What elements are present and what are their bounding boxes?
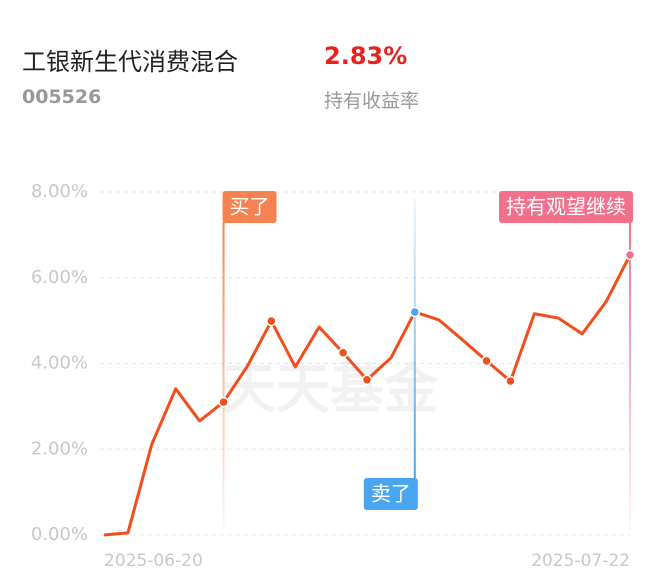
y-tick-label: 0.00% (31, 524, 88, 545)
trade-dot (266, 315, 277, 327)
annotation: 卖了 (363, 478, 418, 510)
annotation: 买了 (222, 191, 277, 223)
annotation-dot (624, 249, 636, 261)
annotation-text: 持有观望继续 (506, 195, 626, 219)
fund-code: 005526 (22, 86, 102, 108)
return-label: 持有收益率 (324, 90, 420, 112)
watermark: 天天基金 (222, 358, 439, 421)
y-tick-label: 8.00% (31, 181, 88, 202)
annotation-box (222, 191, 277, 223)
annotation-text: 卖了 (371, 482, 411, 506)
x-tick-label: 2025-07-22 (531, 551, 630, 571)
trade-dot (337, 347, 349, 359)
annotation-dot (218, 396, 229, 408)
annotation: 持有观望继续 (499, 191, 633, 223)
trade-dot (481, 355, 492, 367)
fund-name: 工银新生代消费混合 (22, 48, 238, 76)
y-tick-label: 6.00% (31, 267, 88, 288)
annotation-line (413, 198, 416, 478)
annotation-text: 买了 (230, 195, 270, 219)
annotation-dot (409, 306, 421, 318)
annotation-line (629, 222, 631, 530)
trade-dot (505, 375, 516, 387)
y-tick-label: 2.00% (31, 438, 88, 459)
y-tick-label: 4.00% (31, 353, 88, 374)
trade-dot (361, 374, 373, 386)
annotation-box (363, 478, 418, 510)
return-value: 2.83% (324, 42, 408, 70)
annotation-box (499, 191, 633, 223)
x-tick-label: 2025-06-20 (104, 551, 203, 571)
annotation-line (222, 222, 225, 530)
